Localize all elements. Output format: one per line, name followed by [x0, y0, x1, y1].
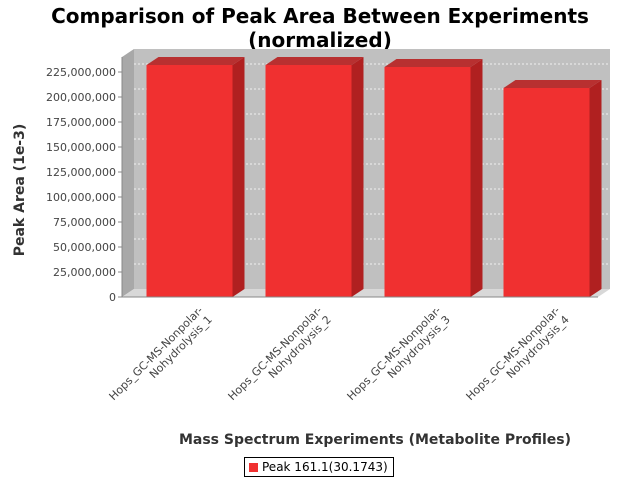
y-axis-label: Peak Area (1e-3) [12, 124, 28, 257]
x-tick-label-line: Hops_GC-MS-Nonpolar- [226, 304, 325, 403]
bar-side [232, 57, 245, 297]
x-tick-label: Hops_GC-MS-Nonpolar-Nohydrolysis_4 [464, 304, 572, 412]
bar-side [470, 59, 483, 297]
y-tick-label: 0 [109, 291, 116, 304]
legend: Peak 161.1(30.1743) [244, 457, 394, 477]
legend-label: Peak 161.1(30.1743) [262, 460, 388, 474]
plot-left-wall [122, 49, 134, 297]
x-tick-label: Hops_GC-MS-Nonpolar-Nohydrolysis_2 [226, 304, 334, 412]
x-tick-label-line: Hops_GC-MS-Nonpolar- [107, 304, 206, 403]
y-tick-label: 25,000,000 [53, 266, 116, 279]
bar-side [589, 80, 602, 297]
bar-front [146, 65, 233, 297]
y-tick-label: 175,000,000 [46, 116, 116, 129]
y-tick-label: 200,000,000 [46, 91, 116, 104]
y-tick-label: 125,000,000 [46, 166, 116, 179]
bar-front [384, 67, 471, 297]
chart-title-line-2: (normalized) [248, 28, 392, 52]
x-tick-label-line: Hops_GC-MS-Nonpolar- [464, 304, 563, 403]
bar-front [265, 65, 352, 297]
bar [146, 57, 245, 297]
bar-top [265, 57, 364, 65]
bar [503, 80, 602, 297]
bar-top [146, 57, 245, 65]
legend-swatch [249, 462, 258, 472]
x-axis-label: Mass Spectrum Experiments (Metabolite Pr… [179, 432, 571, 448]
bar-top [384, 59, 483, 67]
y-tick-label: 75,000,000 [53, 216, 116, 229]
y-tick-label: 225,000,000 [46, 66, 116, 79]
bar-front [503, 88, 590, 297]
bar [265, 57, 364, 297]
chart-title: Comparison of Peak Area Between Experime… [0, 4, 640, 52]
x-tick-label-line: Hops_GC-MS-Nonpolar- [345, 304, 444, 403]
bar [384, 59, 483, 297]
x-tick-label: Hops_GC-MS-Nonpolar-Nohydrolysis_3 [345, 304, 453, 412]
bar-top [503, 80, 602, 88]
x-tick-label: Hops_GC-MS-Nonpolar-Nohydrolysis_1 [107, 304, 215, 412]
plot-floor [122, 289, 610, 297]
chart-title-line-1: Comparison of Peak Area Between Experime… [51, 4, 589, 28]
y-tick-label: 50,000,000 [53, 241, 116, 254]
y-tick-label: 100,000,000 [46, 191, 116, 204]
plot-back-wall [134, 49, 610, 289]
y-tick-label: 150,000,000 [46, 141, 116, 154]
bar-side [351, 57, 364, 297]
